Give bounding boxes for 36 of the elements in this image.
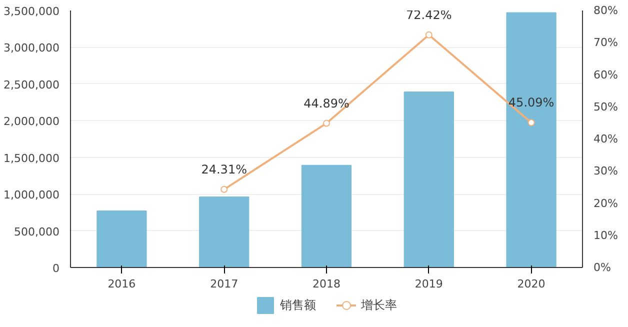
y-tick-label: 3,500,000	[4, 5, 60, 18]
x-tick-label: 2020	[517, 278, 546, 290]
point	[323, 120, 330, 127]
y2-tick-label: 80%	[594, 4, 618, 17]
y2-tick-label: 0%	[594, 261, 611, 274]
y2-tick-label: 70%	[594, 36, 618, 50]
bar	[199, 196, 250, 268]
point	[220, 186, 228, 193]
y-tick-label: 2,000,000	[4, 115, 60, 128]
y2-tick-label: 30%	[594, 164, 618, 178]
x-tick-label: 2016	[108, 278, 136, 290]
y-tick-label: 0	[52, 262, 60, 275]
bar	[506, 12, 556, 268]
y-tick-label: 500,000	[14, 225, 60, 238]
bar	[96, 210, 147, 268]
bar	[301, 164, 352, 268]
x-tick-label: 2017	[210, 278, 238, 290]
y2-tick-label: 60%	[594, 68, 618, 82]
y-tick-label: 3,000,000	[4, 42, 60, 55]
y2-tick-label: 40%	[594, 132, 618, 146]
data-label: 24.31%	[201, 162, 247, 176]
x-tick-label: 2019	[414, 278, 443, 290]
y-tick-label: 1,000,000	[4, 188, 60, 202]
y-tick-label: 2,500,000	[4, 78, 60, 92]
bar	[404, 92, 454, 268]
data-label: 45.09%	[508, 96, 554, 110]
legend-label: 销售额	[280, 296, 316, 314]
legend-label: 增长率	[361, 296, 397, 314]
data-label: 44.89%	[304, 96, 350, 110]
y-tick-label: 1,500,000	[4, 152, 60, 165]
point	[425, 31, 432, 38]
y2-tick-label: 20%	[594, 196, 618, 210]
y2-tick-label: 50%	[594, 100, 618, 114]
y2-tick-label: 10%	[594, 228, 618, 242]
point	[528, 119, 535, 126]
x-tick-label: 2018	[312, 278, 341, 290]
